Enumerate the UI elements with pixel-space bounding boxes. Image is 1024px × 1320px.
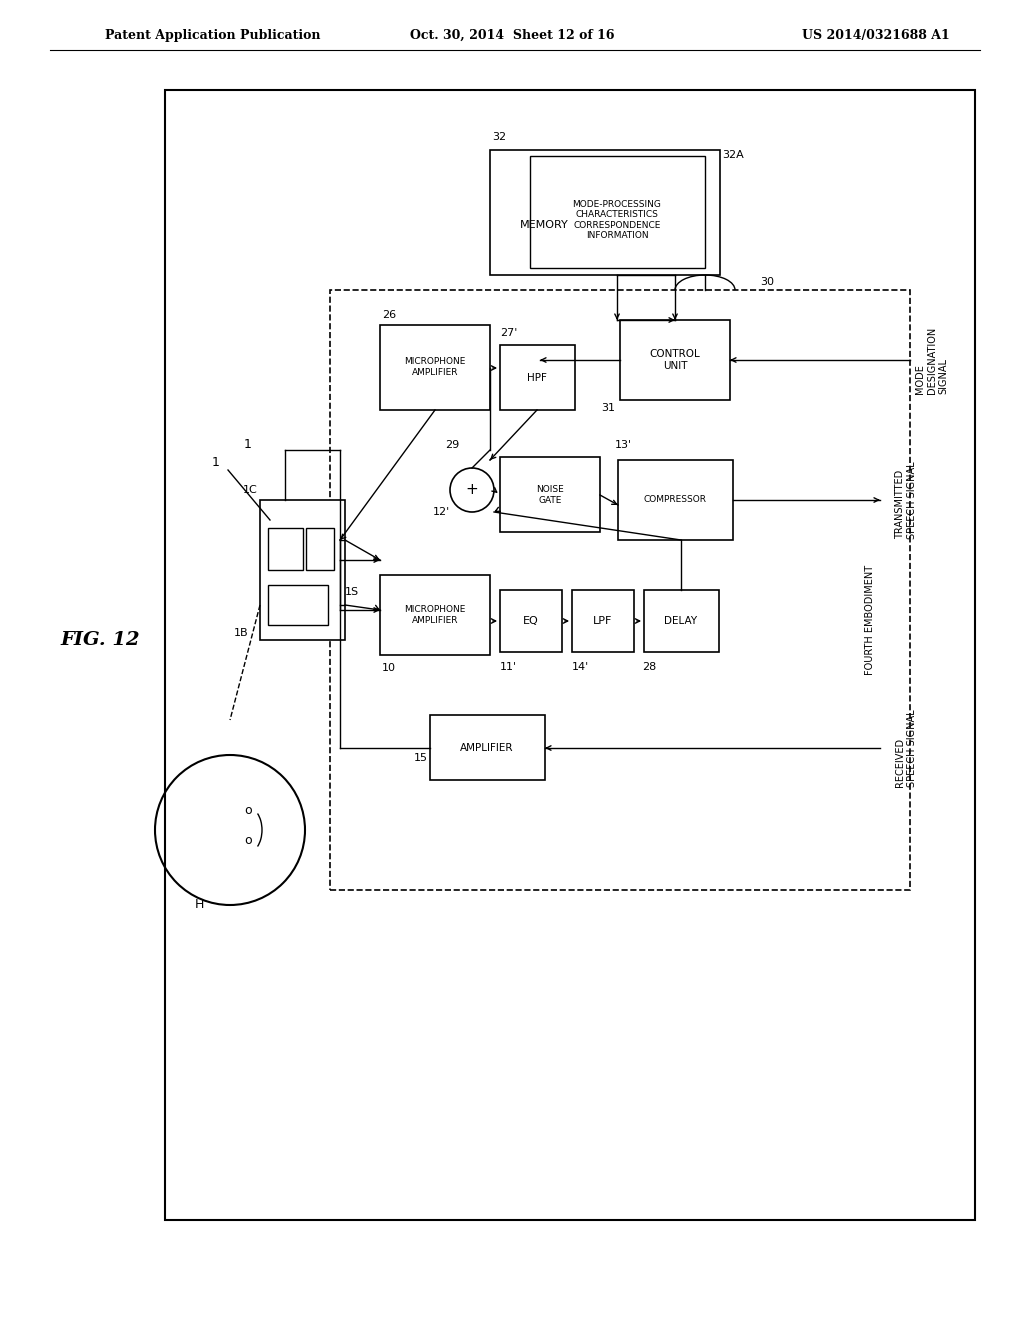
- Text: o: o: [244, 804, 252, 817]
- Text: MEMORY: MEMORY: [520, 220, 568, 230]
- Text: HPF: HPF: [527, 374, 547, 383]
- Text: 14': 14': [572, 663, 589, 672]
- Text: COMPRESSOR: COMPRESSOR: [643, 495, 707, 504]
- Bar: [500, 457, 600, 532]
- Text: MICROPHONE
AMPLIFIER: MICROPHONE AMPLIFIER: [404, 358, 466, 376]
- Text: 15: 15: [414, 752, 428, 763]
- Text: H: H: [195, 899, 205, 912]
- Text: Patent Application Publication: Patent Application Publication: [105, 29, 321, 41]
- Bar: [380, 325, 490, 411]
- Text: 10: 10: [382, 663, 396, 673]
- Text: MODE
DESIGNATION
SIGNAL: MODE DESIGNATION SIGNAL: [915, 326, 948, 393]
- Text: Oct. 30, 2014  Sheet 12 of 16: Oct. 30, 2014 Sheet 12 of 16: [410, 29, 614, 41]
- Text: RECEIVED
SPEECH SIGNAL: RECEIVED SPEECH SIGNAL: [895, 709, 916, 787]
- Text: 32A: 32A: [722, 150, 743, 160]
- Text: 28: 28: [642, 663, 656, 672]
- Text: o: o: [244, 833, 252, 846]
- Text: MODE-PROCESSING
CHARACTERISTICS
CORRESPONDENCE
INFORMATION: MODE-PROCESSING CHARACTERISTICS CORRESPO…: [572, 199, 662, 240]
- Text: 27': 27': [500, 327, 517, 338]
- Text: 12': 12': [433, 507, 450, 517]
- Text: FOURTH EMBODIMENT: FOURTH EMBODIMENT: [865, 565, 874, 675]
- Text: 1: 1: [244, 438, 252, 451]
- Text: 1S: 1S: [345, 587, 359, 597]
- Bar: [380, 576, 490, 655]
- Text: 13': 13': [615, 440, 632, 450]
- Bar: [430, 715, 545, 780]
- Text: DELAY: DELAY: [665, 616, 697, 626]
- Bar: [618, 459, 733, 540]
- Bar: [490, 150, 720, 275]
- Text: CONTROL
UNIT: CONTROL UNIT: [649, 350, 700, 371]
- Text: 1C: 1C: [244, 484, 258, 495]
- Bar: [572, 590, 634, 652]
- Text: 31: 31: [601, 403, 615, 413]
- Text: 32: 32: [492, 132, 506, 143]
- Text: 1B: 1B: [233, 628, 248, 638]
- Text: EQ: EQ: [523, 616, 539, 626]
- Text: FIG. 12: FIG. 12: [60, 631, 140, 649]
- Bar: [500, 590, 562, 652]
- Bar: [260, 500, 345, 640]
- Text: NOISE
GATE: NOISE GATE: [537, 486, 564, 504]
- Text: MICROPHONE
AMPLIFIER: MICROPHONE AMPLIFIER: [404, 606, 466, 624]
- Bar: [268, 528, 303, 570]
- Text: TRANSMITTED
SPEECH SIGNAL: TRANSMITTED SPEECH SIGNAL: [895, 461, 916, 539]
- Text: 11': 11': [500, 663, 517, 672]
- Text: LPF: LPF: [593, 616, 612, 626]
- Bar: [306, 528, 334, 570]
- Bar: [330, 290, 910, 890]
- Text: +: +: [466, 483, 478, 498]
- Bar: [165, 90, 975, 1220]
- Text: 1: 1: [212, 455, 220, 469]
- Bar: [500, 345, 575, 411]
- Bar: [644, 590, 719, 652]
- Text: 26: 26: [382, 310, 396, 319]
- Text: 29: 29: [445, 440, 459, 450]
- Text: 30: 30: [760, 277, 774, 286]
- Bar: [530, 156, 705, 268]
- Bar: [620, 319, 730, 400]
- Text: US 2014/0321688 A1: US 2014/0321688 A1: [802, 29, 950, 41]
- Bar: [268, 585, 328, 624]
- Text: AMPLIFIER: AMPLIFIER: [460, 743, 514, 752]
